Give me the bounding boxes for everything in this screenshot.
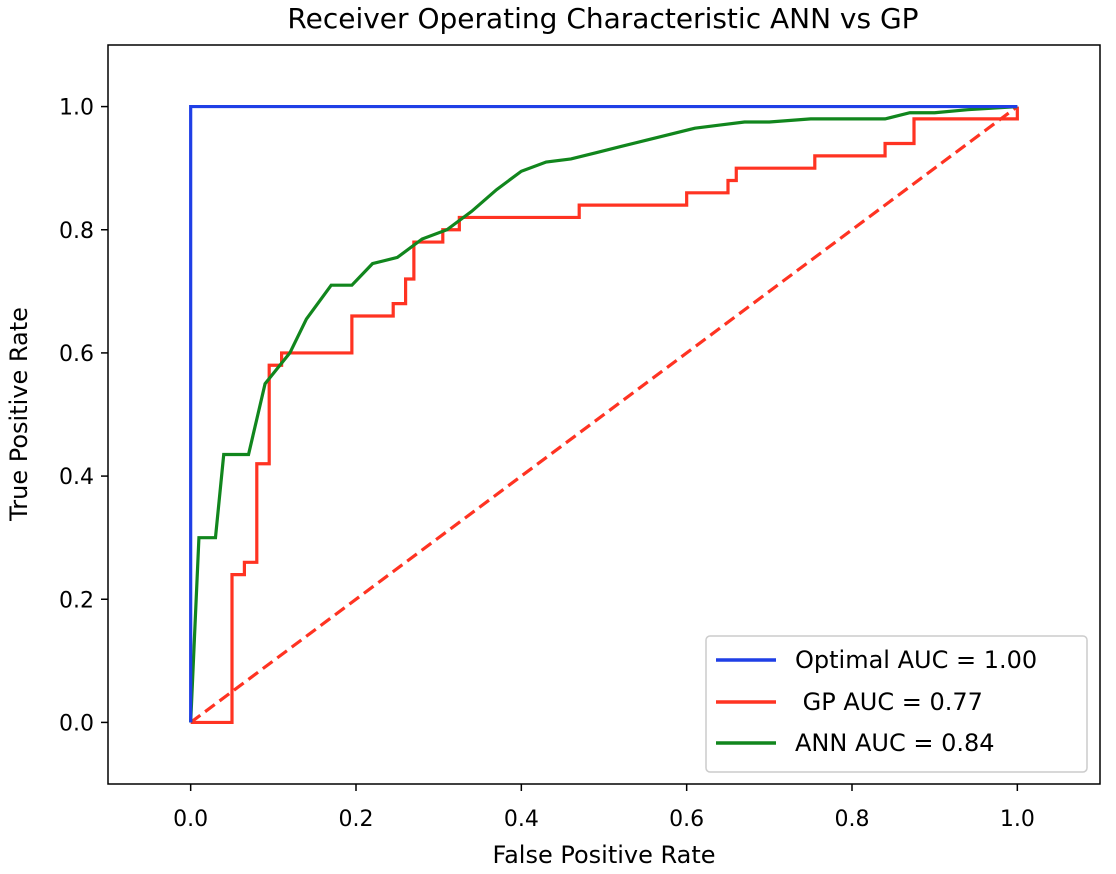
y-axis: 0.0 0.2 0.4 0.6 0.8 1.0 xyxy=(59,96,108,736)
series-line-ann xyxy=(189,104,1018,723)
chart-title: Receiver Operating Characteristic ANN vs… xyxy=(287,2,918,35)
y-tick-label: 0.0 xyxy=(59,711,94,736)
x-axis-label: False Positive Rate xyxy=(492,841,715,869)
x-tick-label: 0.4 xyxy=(504,807,539,832)
x-tick-label: 0.6 xyxy=(669,807,704,832)
y-axis-label: True Positive Rate xyxy=(5,307,33,522)
series-lines xyxy=(189,104,1019,725)
y-tick-label: 0.8 xyxy=(59,219,94,244)
legend-label-optimal: Optimal AUC = 1.00 xyxy=(795,646,1037,674)
y-tick-label: 0.2 xyxy=(59,588,94,613)
legend: Optimal AUC = 1.00 GP AUC = 0.77 ANN AUC… xyxy=(705,635,1088,773)
y-tick-label: 0.4 xyxy=(59,465,94,490)
x-tick-label: 0.8 xyxy=(835,807,870,832)
legend-label-gp: GP AUC = 0.77 xyxy=(795,688,983,716)
series-line-chance xyxy=(189,105,1019,724)
y-tick-label: 0.6 xyxy=(59,342,94,367)
x-axis: 0.0 0.2 0.4 0.6 0.8 1.0 xyxy=(173,784,1035,832)
legend-label-ann: ANN AUC = 0.84 xyxy=(795,729,995,757)
y-tick-label: 1.0 xyxy=(59,96,94,121)
series-line-gp xyxy=(190,106,1019,725)
series-line-optimal xyxy=(189,104,1018,723)
x-tick-label: 1.0 xyxy=(1000,807,1035,832)
x-tick-label: 0.2 xyxy=(339,807,374,832)
x-tick-label: 0.0 xyxy=(173,807,208,832)
legend-box xyxy=(705,635,1088,773)
plot-area-frame xyxy=(107,44,1101,785)
